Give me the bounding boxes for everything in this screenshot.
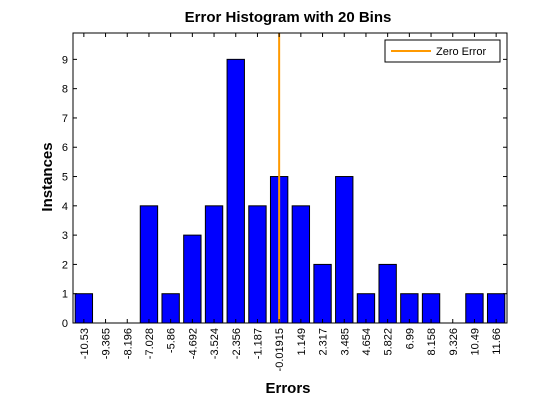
x-tick-label: -5.86 — [166, 328, 178, 353]
x-tick-label: -4.692 — [187, 328, 199, 359]
bar — [139, 205, 159, 324]
legend-box — [384, 39, 501, 63]
bar — [313, 263, 332, 324]
bar — [161, 293, 180, 324]
bar — [486, 293, 506, 324]
y-tick-label: 4 — [62, 201, 68, 213]
y-tick-label: 3 — [62, 230, 68, 242]
x-tick-label: 10.49 — [469, 328, 481, 356]
x-tick-label: 5.822 — [383, 328, 395, 356]
ticks-group: -10.53 -9.365 -8.196 -7.028 -5.86 -4.692 -3.52… — [62, 33, 507, 371]
y-tick-label: 8 — [62, 84, 68, 96]
x-tick-label: 6.99 — [404, 328, 416, 349]
bar — [356, 293, 376, 324]
bar — [183, 234, 202, 324]
x-tick-label: -10.53 — [79, 328, 91, 359]
bar — [291, 205, 311, 324]
legend-label-zero-error: Zero Error — [436, 46, 486, 58]
bar — [74, 293, 94, 324]
y-tick-label: 0 — [62, 318, 68, 330]
y-axis-label: Instances — [39, 142, 56, 211]
bars-group — [74, 58, 506, 324]
bar — [400, 293, 419, 324]
x-tick-label: 3.485 — [339, 328, 351, 356]
plot-frame — [72, 32, 508, 324]
bar — [378, 263, 397, 324]
y-tick-label: 5 — [62, 172, 68, 184]
y-tick-label: 2 — [62, 259, 68, 271]
bar — [421, 293, 441, 324]
bar — [226, 58, 245, 324]
plot-area — [73, 33, 507, 323]
y-tick-label: 6 — [62, 142, 68, 154]
chart-title: Error Histogram with 20 Bins — [185, 9, 392, 26]
x-tick-label: -9.365 — [101, 328, 113, 359]
bar — [465, 293, 484, 324]
y-tick-label: 7 — [62, 113, 68, 125]
x-tick-label: 11.66 — [491, 328, 503, 355]
x-tick-label: -1.187 — [252, 328, 264, 359]
x-tick-label: 8.158 — [426, 328, 438, 356]
x-tick-label: -7.028 — [144, 328, 156, 359]
x-tick-label: -0.01915 — [274, 328, 286, 371]
legend: Zero Error — [384, 39, 501, 63]
bar — [335, 176, 354, 324]
x-tick-label: 9.326 — [448, 328, 460, 356]
x-axis-label: Errors — [265, 380, 310, 397]
bar — [204, 205, 224, 324]
x-tick-label: -2.356 — [231, 328, 243, 359]
x-tick-label: -3.524 — [209, 328, 221, 359]
y-tick-label: 9 — [62, 54, 68, 66]
x-tick-label: 4.654 — [361, 328, 373, 356]
x-tick-label: 2.317 — [318, 328, 330, 356]
x-tick-label: 1.149 — [296, 328, 308, 356]
x-tick-label: -8.196 — [122, 328, 134, 359]
y-tick-label: 1 — [62, 289, 68, 301]
bar — [248, 205, 267, 324]
